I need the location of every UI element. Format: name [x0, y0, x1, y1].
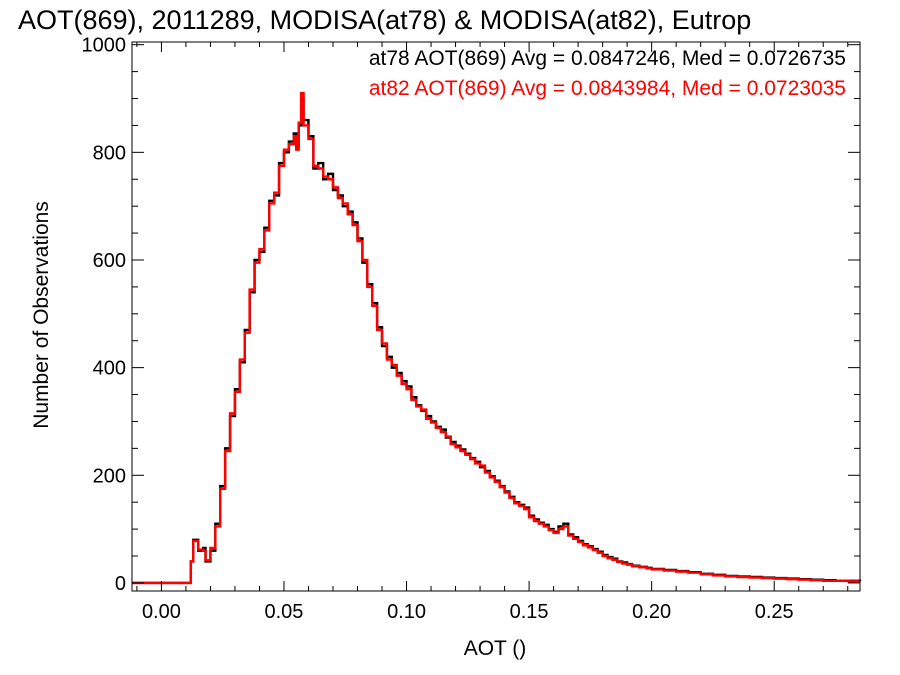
x-tick-label: 0.20: [632, 601, 671, 623]
chart-title: AOT(869), 2011289, MODISA(at78) & MODISA…: [18, 5, 751, 35]
x-axis-label: AOT (): [464, 637, 527, 660]
stat-annotation-at78: at78 AOT(869) Avg = 0.0847246, Med = 0.0…: [369, 47, 846, 70]
y-tick-label: 1000: [82, 35, 127, 57]
plot-frame: [131, 41, 861, 592]
y-tick-label: 400: [93, 358, 126, 380]
y-axis-label: Number of Observations: [30, 201, 53, 429]
series-layer: [132, 91, 862, 585]
plot-area: 0.00 0.05 0.10 0.15 0.20 0.25 0 200 400 600 800 100…: [82, 35, 862, 623]
axis-ticks: 0.00 0.05 0.10 0.15 0.20 0.25 0 200 400 600 800 100…: [82, 35, 860, 623]
series-line-at78: [132, 97, 862, 585]
y-tick-label: 0: [115, 573, 126, 595]
series-line-at82: [132, 91, 860, 585]
stat-annotation-at82: at82 AOT(869) Avg = 0.0843984, Med = 0.0…: [369, 77, 846, 100]
x-tick-label: 0.25: [755, 601, 794, 623]
x-tick-label: 0.15: [510, 601, 549, 623]
y-tick-label: 800: [93, 142, 126, 164]
x-tick-label: 0.05: [265, 601, 304, 623]
x-tick-label: 0.10: [387, 601, 426, 623]
x-tick-label: 0.00: [142, 601, 181, 623]
y-tick-label: 200: [93, 465, 126, 487]
y-tick-label: 600: [93, 250, 126, 272]
